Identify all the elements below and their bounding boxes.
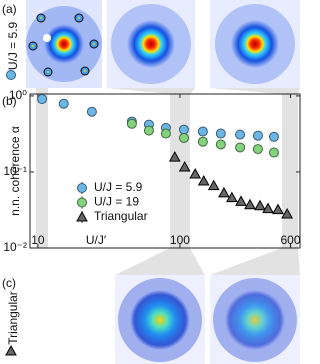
data-point	[126, 118, 137, 129]
panel-a-text: U/J = 5.9	[6, 21, 20, 70]
data-point	[268, 131, 279, 142]
x-tick-label: 10	[31, 233, 45, 247]
legend-marker	[76, 210, 88, 222]
legend-marker	[77, 183, 87, 193]
data-point	[235, 142, 246, 153]
panel-c-text: Triangular	[6, 291, 20, 345]
data-point	[235, 195, 247, 206]
y-tick-label: 10⁻¹	[3, 164, 27, 178]
legend-label: U/J = 19	[94, 195, 139, 209]
data-point	[215, 128, 226, 139]
image-a2	[107, 0, 195, 88]
panel-label: (a)	[2, 2, 17, 16]
data-point	[218, 186, 230, 198]
data-point	[281, 207, 293, 219]
legend-label: U/J = 5.9	[94, 180, 143, 194]
data-point	[160, 128, 171, 139]
data-point	[197, 136, 208, 147]
connector-bands	[36, 88, 300, 275]
data-point	[197, 126, 208, 137]
legend-marker	[77, 197, 87, 208]
data-point	[207, 179, 220, 191]
image-a1	[26, 0, 102, 88]
data-point	[178, 161, 191, 172]
panel-c-marker	[5, 344, 17, 356]
data-point	[86, 106, 97, 117]
data-point	[272, 203, 284, 215]
image-c1	[115, 275, 205, 364]
panel-label: (c)	[2, 276, 16, 290]
figure: (a) U/J = 5.9 (b) (c) Triangular n.n. co…	[2, 0, 301, 364]
data-point	[235, 129, 246, 140]
data-point	[178, 132, 189, 143]
image-a3	[210, 0, 300, 88]
data-point	[252, 144, 263, 155]
data-point	[262, 202, 274, 214]
data-point	[189, 167, 202, 179]
plot-frame	[29, 93, 301, 249]
data-point	[58, 98, 69, 109]
panel-label: (b)	[2, 94, 17, 108]
data-point	[254, 199, 266, 211]
data-point	[226, 191, 238, 203]
x-axis-label: U/J′	[86, 233, 107, 247]
y-tick-label: 10⁻²	[3, 240, 27, 254]
data-point	[252, 130, 263, 141]
data-point	[168, 151, 181, 162]
y-tick-label: 10⁰	[9, 88, 27, 102]
image-c2	[210, 275, 300, 364]
data-point	[143, 125, 154, 136]
data-point	[37, 94, 48, 105]
x-tick-label: 100	[170, 233, 190, 247]
data-point	[197, 174, 210, 186]
x-tick-label: 600	[280, 233, 300, 247]
plot: 10⁻² 10⁻¹ 10⁰ 10 100 600 U/J = 5.9U/J = 19Tria…	[3, 88, 301, 254]
legend-label: Triangular	[94, 209, 148, 223]
panel-a-marker	[6, 70, 16, 80]
data-point	[268, 147, 279, 158]
data-point	[215, 139, 226, 150]
data-point	[244, 198, 256, 210]
y-axis-label: n.n. coherence α	[8, 126, 22, 216]
data-point	[178, 124, 189, 135]
